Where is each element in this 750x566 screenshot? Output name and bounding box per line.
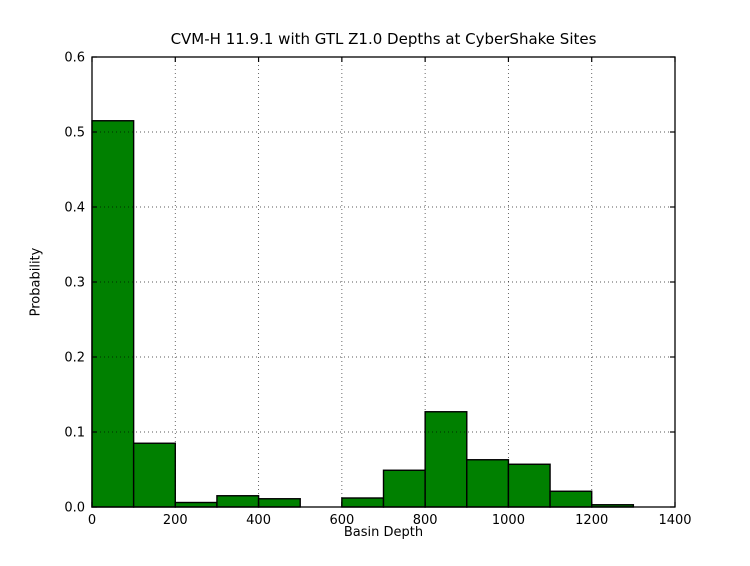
x-tick-label: 1000 (492, 513, 525, 528)
chart-title: CVM-H 11.9.1 with GTL Z1.0 Depths at Cyb… (170, 30, 597, 48)
x-axis-label: Basin Depth (343, 525, 424, 540)
x-tick-label: 600 (329, 513, 354, 528)
histogram-bar (466, 459, 510, 508)
y-tick-label: 0.5 (64, 126, 85, 141)
histogram-bar (257, 498, 301, 508)
y-tick-label: 0.2 (64, 351, 85, 366)
y-tick-label: 0.4 (64, 201, 85, 216)
histogram-bar (91, 120, 135, 508)
histogram-bar (424, 411, 468, 508)
y-tick-label: 0.1 (64, 426, 85, 441)
histogram-bar (341, 497, 385, 508)
x-tick-label: 800 (413, 513, 438, 528)
x-tick-label: 1200 (575, 513, 608, 528)
y-axis-label: Probability (28, 247, 44, 317)
x-tick-label: 1400 (658, 513, 691, 528)
y-tick-label: 0.6 (64, 51, 85, 66)
y-tick-label: 0.0 (64, 501, 85, 516)
axes-frame (91, 56, 676, 508)
x-tick-label: 400 (246, 513, 271, 528)
histogram-bar (507, 463, 551, 508)
x-tick-label: 0 (88, 513, 96, 528)
x-tick-label: 200 (163, 513, 188, 528)
histogram-bar (174, 501, 218, 508)
histogram-bar (216, 495, 260, 508)
y-tick-label: 0.3 (64, 276, 85, 291)
histogram-bar (132, 442, 176, 508)
histogram-bar (549, 490, 593, 508)
histogram-bar (382, 469, 426, 508)
